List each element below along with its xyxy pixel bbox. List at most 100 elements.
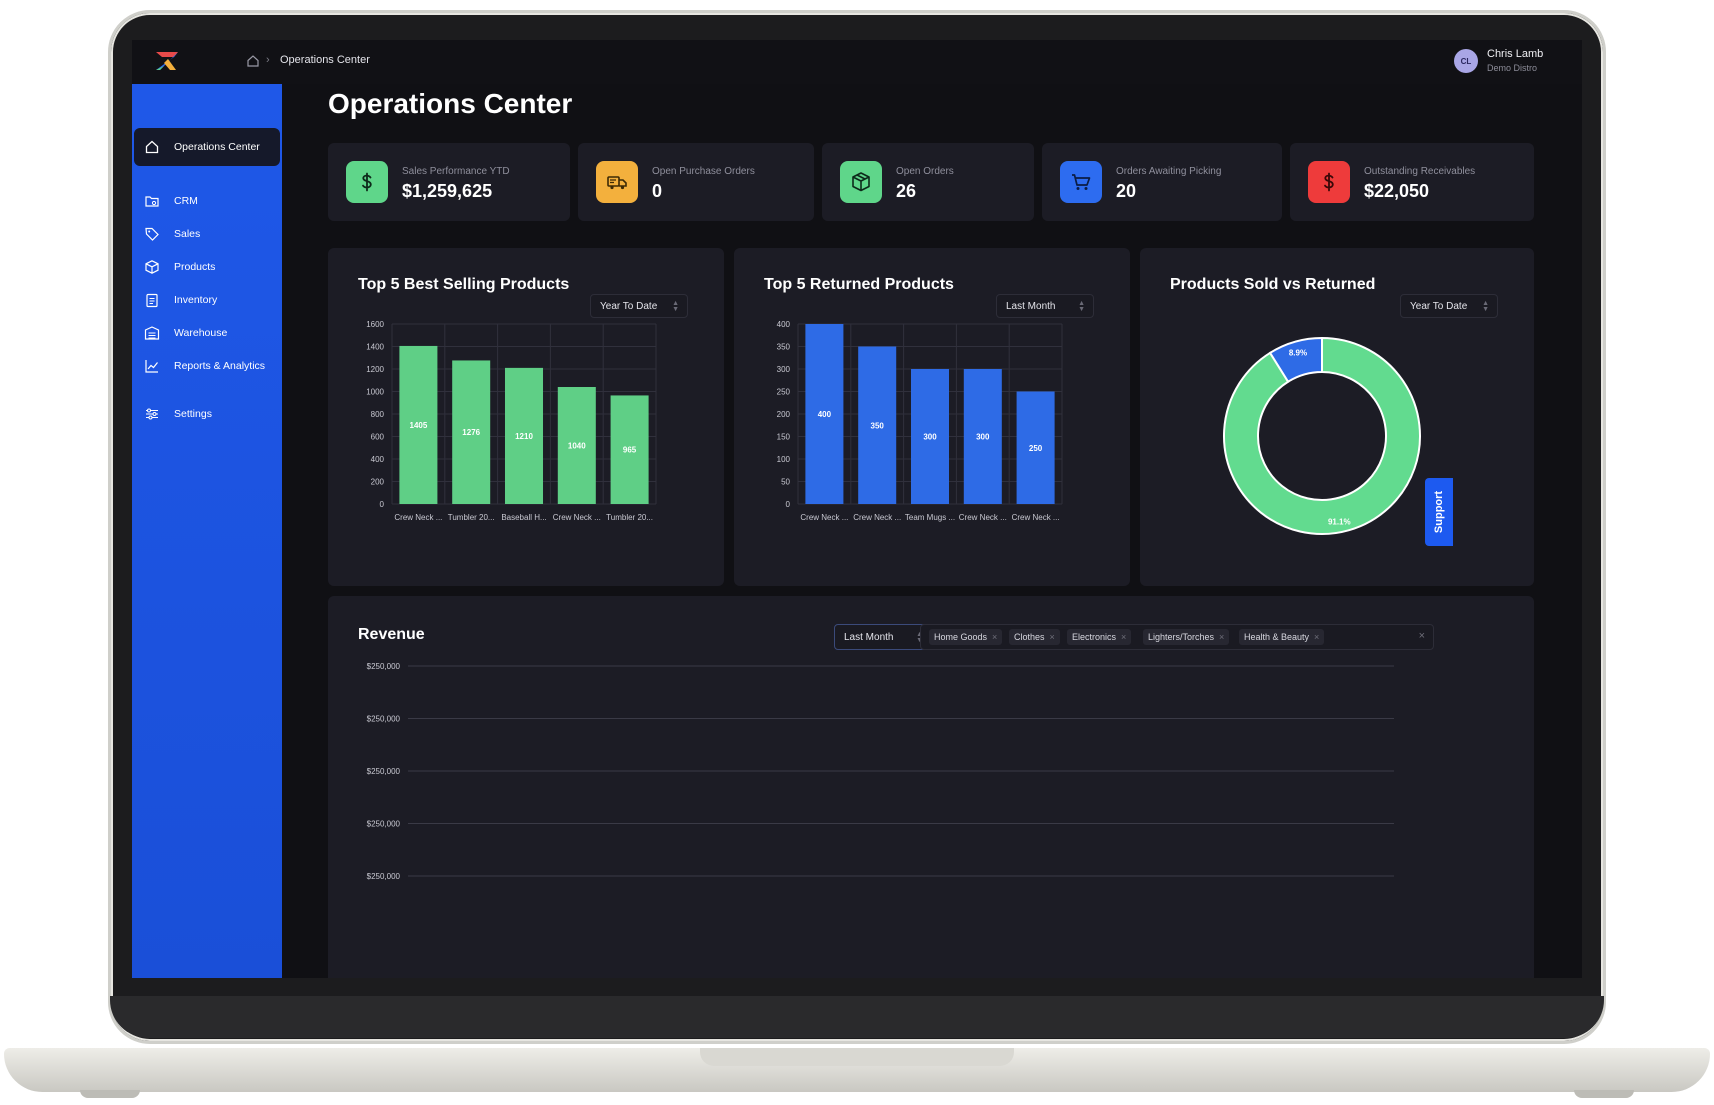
y-tick-label: 300 bbox=[777, 365, 791, 374]
kpi-value: $1,259,625 bbox=[402, 181, 493, 201]
sold-vs-returned-period-select[interactable]: Year To Date ▲ ▼ bbox=[1400, 294, 1498, 318]
kpi-value: 26 bbox=[896, 181, 917, 201]
returned-panel: Top 5 Returned Products Last Month ▲ ▼ 0 5… bbox=[734, 248, 1130, 586]
crm-icon bbox=[145, 196, 159, 207]
kpi-label: Open Orders bbox=[896, 166, 954, 177]
y-tick-label: 400 bbox=[371, 455, 385, 464]
kpi-card-sales-performance[interactable]: Sales Performance YTD $1,259,625 bbox=[328, 143, 570, 221]
home-icon bbox=[145, 140, 159, 154]
x-tick-label: Tumbler 20... bbox=[448, 513, 495, 522]
bar bbox=[399, 345, 438, 504]
select-value: Last Month bbox=[844, 631, 894, 643]
bar-value-label: 1276 bbox=[462, 428, 480, 437]
y-tick-label: $250,000 bbox=[367, 872, 401, 881]
sidebar-active-highlight bbox=[134, 128, 280, 166]
avatar[interactable]: CL bbox=[1454, 49, 1478, 73]
top-bar: › Operations Center CL Chris Lamb Demo D… bbox=[132, 40, 1582, 84]
bar bbox=[1016, 391, 1055, 504]
best-selling-period-select[interactable]: Year To Date ▲ ▼ bbox=[590, 294, 688, 318]
select-value: Last Month bbox=[1006, 300, 1056, 312]
user-name[interactable]: Chris Lamb bbox=[1487, 48, 1544, 60]
close-icon[interactable]: × bbox=[1219, 632, 1225, 642]
sidebar-item-label: Inventory bbox=[174, 294, 218, 306]
page-title: Operations Center bbox=[328, 88, 573, 119]
close-icon[interactable]: × bbox=[992, 632, 998, 642]
category-chip[interactable]: Health & Beauty × bbox=[1239, 629, 1325, 645]
updown-chevron-icon: ▲▼ bbox=[916, 631, 923, 644]
sidebar-item-reports-analytics[interactable]: Reports & Analytics bbox=[144, 355, 265, 377]
kpi-label: Outstanding Receivables bbox=[1364, 166, 1476, 177]
bar bbox=[610, 395, 649, 504]
slice-label: 91.1% bbox=[1328, 517, 1351, 526]
select-value: Year To Date bbox=[1410, 300, 1468, 312]
close-icon[interactable]: × bbox=[1121, 632, 1127, 642]
updown-chevron-icon: ▲▼ bbox=[672, 300, 679, 313]
revenue-period-select[interactable]: Last Month ▲▼ bbox=[834, 624, 932, 650]
y-tick-label: 0 bbox=[380, 500, 385, 509]
y-tick-label: 200 bbox=[371, 478, 385, 487]
bar-value-label: 1040 bbox=[568, 442, 586, 451]
sidebar-item-inventory[interactable]: Inventory bbox=[144, 289, 217, 311]
bar bbox=[557, 387, 596, 504]
sidebar-item-products[interactable]: Products bbox=[144, 256, 215, 278]
bar-value-label: 350 bbox=[871, 421, 885, 430]
returned-period-select[interactable]: Last Month ▲ ▼ bbox=[996, 294, 1094, 318]
y-tick-label: 1200 bbox=[366, 365, 384, 374]
revenue-panel: Revenue Last Month ▲▼ Home Goods × Clothe… bbox=[328, 596, 1534, 978]
close-icon[interactable]: × bbox=[1314, 632, 1320, 642]
sold-vs-returned-donut-chart: 8.9% 91.1% bbox=[1223, 336, 1421, 535]
x-tick-label: Baseball H... bbox=[501, 513, 546, 522]
package-icon bbox=[840, 161, 882, 203]
home-icon[interactable] bbox=[246, 54, 260, 68]
sidebar-item-warehouse[interactable]: Warehouse bbox=[144, 322, 227, 344]
returned-bar-chart: 0 50 100 150 200 250 300 350 400 400 Crew Neck ...… bbox=[777, 320, 1063, 522]
sidebar-item-sales[interactable]: Sales bbox=[144, 223, 200, 245]
revenue-category-filter[interactable]: Home Goods × Clothes × Electronics × Lighte… bbox=[920, 624, 1434, 650]
y-tick-label: 200 bbox=[777, 410, 791, 419]
panel-title: Top 5 Best Selling Products bbox=[358, 276, 570, 293]
close-icon[interactable]: × bbox=[1049, 632, 1055, 642]
sidebar-item-crm[interactable]: CRM bbox=[144, 190, 198, 212]
app-screen: › Operations Center CL Chris Lamb Demo D… bbox=[132, 40, 1582, 978]
sidebar-item-settings[interactable]: Settings bbox=[144, 403, 212, 425]
app-logo[interactable] bbox=[154, 50, 180, 72]
bar-value-label: 400 bbox=[818, 410, 832, 419]
sidebar-item-operations-center[interactable]: Operations Center bbox=[144, 136, 260, 158]
bar-value-label: 300 bbox=[976, 433, 990, 442]
category-chip[interactable]: Clothes × bbox=[1009, 629, 1060, 645]
x-tick-label: Crew Neck ... bbox=[800, 513, 848, 522]
sidebar-item-label: Sales bbox=[174, 228, 201, 240]
breadcrumb-current: Operations Center bbox=[280, 54, 370, 66]
bar bbox=[452, 360, 491, 504]
bar-value-label: 250 bbox=[1029, 444, 1043, 453]
sidebar-item-label: CRM bbox=[174, 195, 198, 207]
y-tick-label: 1600 bbox=[366, 320, 384, 329]
kpi-card-orders-awaiting-picking[interactable]: Orders Awaiting Picking 20 bbox=[1042, 143, 1282, 221]
y-tick-label: 350 bbox=[777, 343, 791, 352]
user-org: Demo Distro bbox=[1487, 63, 1538, 73]
dollar-icon bbox=[346, 161, 388, 203]
x-tick-label: Crew Neck ... bbox=[1012, 513, 1060, 522]
category-chip[interactable]: Electronics × bbox=[1067, 629, 1132, 645]
kpi-card-open-orders[interactable]: Open Orders 26 bbox=[822, 143, 1034, 221]
category-chip[interactable]: Lighters/Torches × bbox=[1143, 629, 1230, 645]
support-tab[interactable]: Support bbox=[1425, 478, 1453, 546]
tag-icon bbox=[145, 227, 159, 241]
x-tick-label: Crew Neck ... bbox=[853, 513, 901, 522]
best-selling-panel: Top 5 Best Selling Products Year To Date… bbox=[328, 248, 724, 586]
panel-title: Products Sold vs Returned bbox=[1170, 276, 1376, 293]
category-chip[interactable]: Home Goods × bbox=[929, 629, 1003, 645]
y-tick-label: 800 bbox=[371, 410, 385, 419]
y-tick-label: 50 bbox=[781, 478, 790, 487]
chip-label: Lighters/Torches bbox=[1148, 632, 1215, 642]
sidebar: Operations Center CRM Sales Products Inv… bbox=[132, 84, 282, 978]
cart-icon bbox=[1060, 161, 1102, 203]
kpi-card-open-purchase-orders[interactable]: Open Purchase Orders 0 bbox=[578, 143, 814, 221]
y-tick-label: 250 bbox=[777, 388, 791, 397]
kpi-card-outstanding-receivables[interactable]: Outstanding Receivables $22,050 bbox=[1290, 143, 1534, 221]
y-tick-label: $250,000 bbox=[367, 820, 401, 829]
clear-all-icon[interactable]: × bbox=[1418, 630, 1425, 642]
sidebar-item-label: Reports & Analytics bbox=[174, 360, 266, 372]
sidebar-item-label: Warehouse bbox=[174, 327, 228, 339]
chart-icon bbox=[145, 360, 158, 373]
